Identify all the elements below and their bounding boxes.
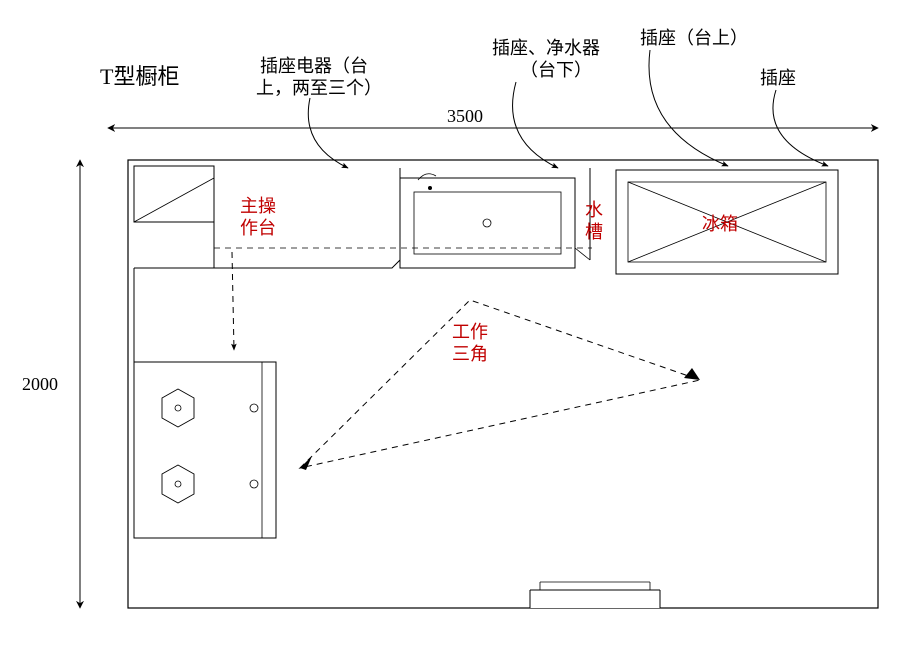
label-work-triangle-line2: 三角 <box>452 344 488 364</box>
arrow-socket-purifier <box>513 82 558 168</box>
label-sink-line1: 水 <box>585 200 603 220</box>
annot-socket-plain: 插座 <box>760 68 796 88</box>
arrow-socket-appliance <box>308 98 348 168</box>
annot-socket-above: 插座（台上） <box>640 28 748 48</box>
counter-outline <box>134 168 592 268</box>
label-main-worktop-line2: 作台 <box>240 218 276 238</box>
dim-height-label: 2000 <box>22 374 58 394</box>
dimension-height: 2000 <box>22 160 80 608</box>
corner-cabinet <box>134 166 214 222</box>
dim-width-label: 3500 <box>447 106 483 126</box>
annot-socket-appliance-l2: 上，两至三个） <box>256 78 382 98</box>
annot-socket-appliance-l1: 插座电器（台 <box>260 56 368 76</box>
sink <box>400 174 575 268</box>
label-work-triangle-line1: 工作 <box>452 322 488 342</box>
diagram-title: T型橱柜 <box>100 64 179 89</box>
door-opening <box>530 582 660 608</box>
cooktop <box>134 362 276 540</box>
dimension-width: 3500 <box>108 106 878 128</box>
work-triangle <box>300 300 700 470</box>
main-worktop-arrow <box>232 252 234 350</box>
label-main-worktop-line1: 主操 <box>240 196 276 216</box>
annot-socket-purifier-l1: 插座、净水器 <box>492 38 600 58</box>
label-fridge: 冰箱 <box>702 214 738 234</box>
floorplan-diagram: T型橱柜 3500 2000 <box>0 0 924 653</box>
arrow-socket-above <box>649 50 728 166</box>
label-sink-line2: 槽 <box>585 222 603 242</box>
annot-socket-purifier-l2: （台下） <box>520 60 592 80</box>
